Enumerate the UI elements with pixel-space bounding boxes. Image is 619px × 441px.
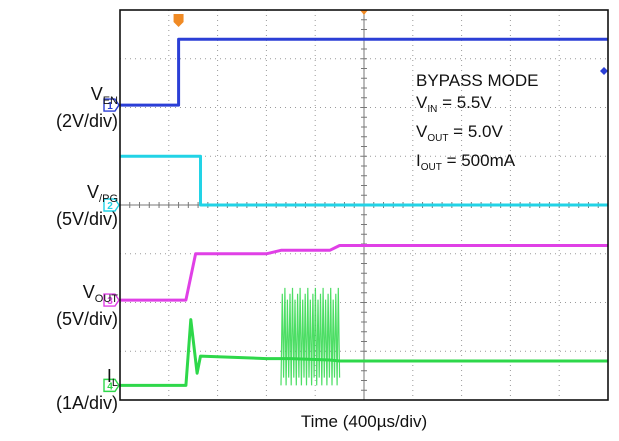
channel-marker-1-label: 1 xyxy=(107,101,113,112)
il-label: IL (1A/div) xyxy=(55,366,118,413)
channel-marker-4-label: 4 xyxy=(107,381,113,392)
channel-marker-2 xyxy=(103,198,120,212)
annotation-vin: VIN = 5.5V xyxy=(416,93,492,115)
channel-marker-1 xyxy=(103,98,120,112)
trigger-marker-icon xyxy=(173,14,184,27)
trace-4-ripple xyxy=(280,287,341,386)
annotation-mode: BYPASS MODE xyxy=(416,71,539,90)
center-time-marker-icon xyxy=(360,10,368,15)
channel-markers: 1 2 3 4 xyxy=(103,10,608,393)
trace-2 xyxy=(120,154,608,207)
annotation-block: BYPASS MODE VIN = 5.5V VOUT = 5.0V IOUT … xyxy=(416,70,539,179)
annotation-vout: VOUT = 5.0V xyxy=(416,122,503,144)
trace-1 xyxy=(120,37,608,107)
vpg-label: V/PG (5V/div) xyxy=(55,182,118,229)
trigger-level-icon xyxy=(600,66,608,75)
trace-3 xyxy=(120,244,608,302)
vout-label: VOUT (5V/div) xyxy=(55,282,118,329)
channel-marker-2-label: 2 xyxy=(107,201,113,212)
x-axis-label: Time (400µs/div) xyxy=(300,412,428,431)
channel-marker-3 xyxy=(103,293,120,307)
ven-label: VEN (2V/div) xyxy=(55,84,118,131)
channel-marker-3-label: 3 xyxy=(107,296,113,307)
plot-border xyxy=(119,9,609,401)
channel-marker-4 xyxy=(103,378,120,393)
traces xyxy=(120,37,608,387)
trace-4 xyxy=(120,318,608,387)
annotation-iout: IOUT = 500mA xyxy=(416,151,516,173)
